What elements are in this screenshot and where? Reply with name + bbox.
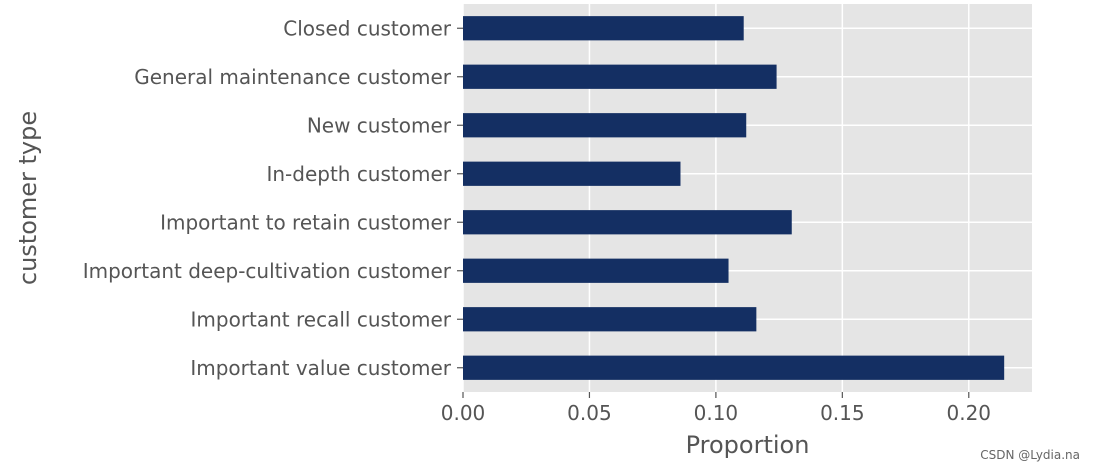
y-axis-label: customer type [14, 111, 42, 285]
bar [463, 113, 747, 138]
bar [463, 210, 792, 235]
y-tick-label: New customer [307, 113, 452, 137]
x-tick-label: 0.15 [820, 401, 865, 425]
y-tick-label: General maintenance customer [134, 65, 452, 89]
y-tick-label: Important value customer [190, 356, 451, 380]
bar [463, 161, 681, 186]
y-tick-label: Important recall customer [191, 307, 452, 331]
y-tick-label: In-depth customer [266, 162, 451, 186]
bar [463, 64, 777, 89]
y-tick-label: Important to retain customer [160, 210, 452, 234]
bars [463, 16, 1005, 380]
x-tick-label: 0.00 [441, 401, 486, 425]
x-tick-labels: 0.00 0.05 0.10 0.15 0.20 [441, 392, 991, 425]
y-tick-labels: Closed customer General maintenance custo… [83, 16, 463, 380]
plot-area [463, 4, 1032, 392]
bar [463, 258, 729, 283]
x-axis-label: Proportion [686, 431, 810, 459]
bar [463, 355, 1005, 380]
bar [463, 16, 744, 41]
x-tick-label: 0.05 [567, 401, 612, 425]
bar [463, 307, 757, 332]
x-tick-label: 0.10 [694, 401, 739, 425]
y-tick-label: Closed customer [283, 16, 451, 40]
watermark: CSDN @Lydia.na [980, 448, 1080, 462]
x-tick-label: 0.20 [947, 401, 992, 425]
y-tick-label: Important deep-cultivation customer [83, 259, 452, 283]
